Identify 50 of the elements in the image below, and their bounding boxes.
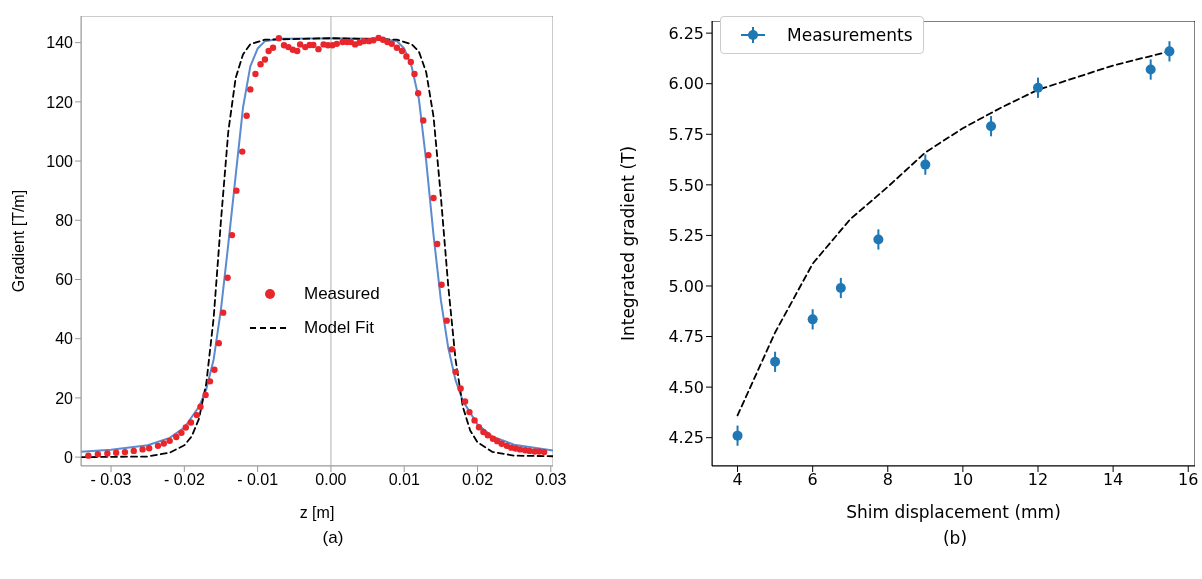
y-tick-label: 6.25 (668, 23, 704, 43)
point (807, 314, 818, 325)
legend-label: Measurements (787, 25, 913, 45)
x-tick-label: 0.03 (535, 471, 567, 489)
y-tick-label: 60 (55, 271, 74, 289)
x-tick-label: 6 (807, 470, 818, 490)
x-tick-label: 14 (1102, 470, 1124, 490)
y-tick-label: 140 (46, 34, 74, 52)
legend-label: Measured (304, 284, 380, 304)
x-tick-label: 0.00 (315, 471, 347, 489)
y-tick-label: 6.00 (668, 74, 704, 94)
point (873, 234, 884, 245)
x-tick-label: 0.02 (461, 471, 494, 489)
point (986, 121, 997, 132)
x-tick-label: 4 (732, 470, 743, 490)
point (732, 430, 743, 441)
y-axis-title: Integrated gradient (T) (618, 145, 639, 342)
y-tick-label: 5.00 (668, 276, 704, 296)
y-tick-label: 5.75 (668, 124, 704, 144)
x-tick-label: 16 (1178, 470, 1199, 490)
y-tick-label: 4.50 (668, 377, 704, 397)
y-tick-label: 5.50 (668, 175, 704, 195)
text: (a) (321, 528, 345, 548)
y-tick-label: 100 (46, 152, 74, 170)
y-tick-label: 40 (55, 330, 74, 348)
y-axis-title: Gradient [T/m] (9, 189, 27, 293)
x-tick-label: - 0.02 (163, 471, 205, 489)
y-tick-label: 120 (46, 93, 74, 111)
x-tick-label: - 0.03 (90, 471, 132, 489)
y-tick-label: 4.25 (668, 428, 704, 448)
x-axis-title: z [m] (299, 504, 335, 521)
y-tick-label: 20 (55, 389, 74, 407)
x-axis-title: Shim displacement (mm) (846, 502, 1061, 522)
point (770, 356, 781, 367)
x-tick-label: 12 (1027, 470, 1049, 490)
text: (b) (941, 528, 969, 548)
point (1033, 82, 1044, 93)
point (1145, 64, 1156, 75)
x-tick-label: 0.01 (388, 471, 420, 489)
y-tick-label: 0 (64, 448, 74, 466)
y-tick-label: 4.75 (668, 327, 704, 347)
x-tick-label: 10 (952, 470, 974, 490)
point (835, 283, 846, 293)
point (1164, 46, 1175, 57)
point (920, 159, 931, 170)
x-tick-label: - 0.01 (237, 471, 279, 489)
x-tick-label: 8 (882, 470, 893, 490)
y-tick-label: 80 (55, 211, 74, 229)
y-tick-label: 5.25 (668, 226, 704, 246)
legend-label: Model Fit (304, 318, 374, 338)
